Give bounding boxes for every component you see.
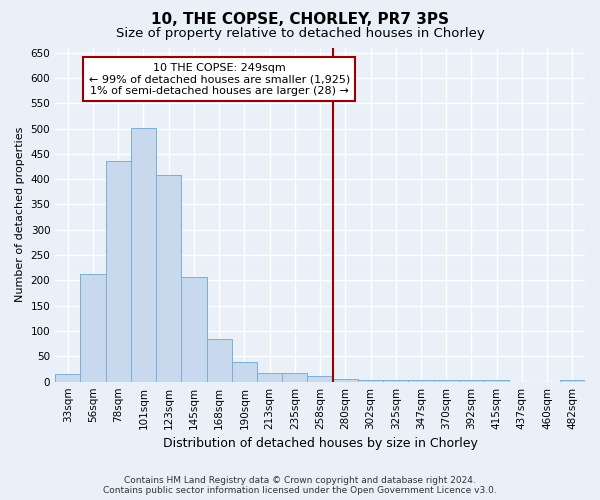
Bar — [131, 128, 156, 382]
Bar — [409, 380, 434, 382]
Bar — [232, 362, 257, 382]
Bar — [459, 380, 484, 382]
Bar — [560, 380, 585, 382]
Y-axis label: Number of detached properties: Number of detached properties — [15, 127, 25, 302]
Bar — [282, 373, 307, 382]
Text: 10, THE COPSE, CHORLEY, PR7 3PS: 10, THE COPSE, CHORLEY, PR7 3PS — [151, 12, 449, 28]
Bar — [55, 374, 80, 382]
Bar — [383, 380, 409, 382]
Bar — [181, 277, 206, 382]
X-axis label: Distribution of detached houses by size in Chorley: Distribution of detached houses by size … — [163, 437, 478, 450]
Text: 10 THE COPSE: 249sqm
← 99% of detached houses are smaller (1,925)
1% of semi-det: 10 THE COPSE: 249sqm ← 99% of detached h… — [89, 62, 350, 96]
Bar — [434, 380, 459, 382]
Text: Contains HM Land Registry data © Crown copyright and database right 2024.
Contai: Contains HM Land Registry data © Crown c… — [103, 476, 497, 495]
Bar — [206, 339, 232, 382]
Bar — [156, 175, 181, 382]
Bar — [106, 162, 131, 382]
Bar — [257, 372, 282, 382]
Bar — [358, 380, 383, 382]
Bar — [307, 376, 332, 382]
Bar — [484, 380, 509, 382]
Text: Size of property relative to detached houses in Chorley: Size of property relative to detached ho… — [116, 28, 484, 40]
Bar — [332, 379, 358, 382]
Bar — [80, 274, 106, 382]
